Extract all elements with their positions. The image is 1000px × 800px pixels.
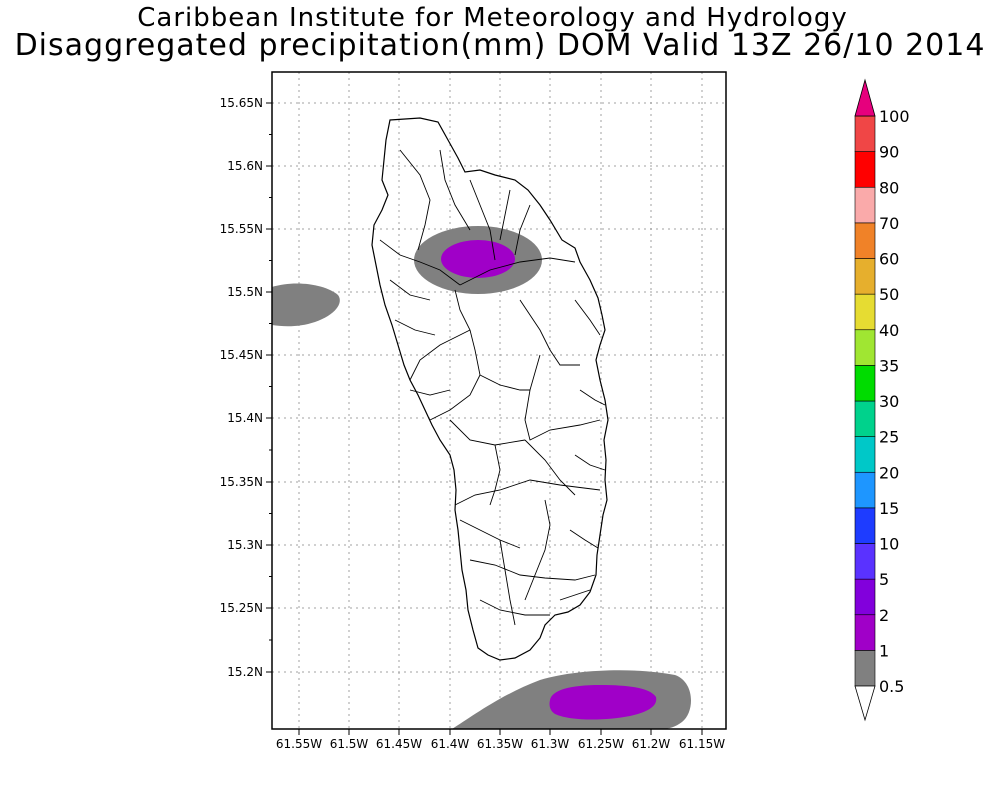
colorbar-segment	[854, 151, 876, 188]
colorbar-segment	[854, 578, 876, 616]
colorbar-segment	[854, 222, 876, 259]
lon-tick-label: 61.45W	[376, 737, 422, 751]
colorbar-label: 20	[879, 463, 899, 482]
gridlines	[272, 72, 726, 729]
colorbar-lower-arrow	[854, 685, 876, 722]
lat-tick-label: 15.6N	[227, 159, 263, 173]
colorbar-upper-arrow	[854, 78, 876, 117]
colorbar-label: 1	[879, 641, 889, 660]
lat-tick-label: 15.65N	[220, 96, 263, 110]
island-dominica	[371, 117, 609, 661]
colorbar-label: 100	[879, 107, 910, 126]
colorbar-segment	[854, 436, 876, 473]
colorbar-label: 60	[879, 250, 899, 269]
lat-tick-label: 15.3N	[227, 538, 263, 552]
colorbar-segment	[854, 507, 876, 544]
colorbar-segment	[854, 329, 876, 366]
lat-tick-label: 15.5N	[227, 285, 263, 299]
precip-area-south-offshore-core	[549, 685, 657, 720]
lon-tick-label: 61.35W	[477, 737, 523, 751]
latitude-axis: 15.65N 15.6N 15.55N 15.5N 15.45N 15.4N 15.35N 1…	[220, 96, 272, 679]
precip-area-west-offshore	[272, 283, 340, 327]
colorbar-label: 10	[879, 535, 899, 554]
map-subtitle: Disaggregated precipitation(mm) DOM Vali…	[14, 28, 986, 63]
colorbar-label: 70	[879, 214, 899, 233]
lon-tick-label: 61.5W	[330, 737, 369, 751]
map-area	[272, 72, 726, 729]
colorbar-label: 15	[879, 499, 899, 518]
colorbar-label: 2	[879, 606, 889, 625]
precip-area-north-central-core	[441, 240, 515, 278]
colorbar-segment	[854, 400, 876, 437]
colorbar-label: 40	[879, 321, 899, 340]
colorbar-label: 25	[879, 428, 899, 447]
colorbar-segment	[854, 365, 876, 402]
watershed-lines	[379, 149, 606, 626]
colorbar-label: 0.5	[879, 677, 904, 696]
lat-tick-label: 15.55N	[220, 222, 263, 236]
lat-tick-label: 15.2N	[227, 665, 263, 679]
colorbar-segment	[854, 471, 876, 509]
lon-tick-label: 61.4W	[431, 737, 470, 751]
map-border	[271, 71, 727, 730]
colorbar-segment	[854, 543, 876, 580]
colorbar-segment	[854, 650, 876, 687]
colorbar-segment	[854, 614, 876, 651]
lon-tick-label: 61.25W	[578, 737, 624, 751]
colorbar-label: 50	[879, 285, 899, 304]
colorbar-label: 5	[879, 570, 889, 589]
colorbar-label: 30	[879, 392, 899, 411]
lat-tick-label: 15.35N	[220, 475, 263, 489]
colorbar-segment	[854, 293, 876, 331]
lat-tick-label: 15.25N	[220, 601, 263, 615]
lat-tick-label: 15.45N	[220, 348, 263, 362]
lon-tick-label: 61.15W	[679, 737, 725, 751]
longitude-axis: 61.55W 61.5W 61.45W 61.4W 61.35W 61.3W 61.25W 6…	[276, 729, 725, 751]
colorbar-label: 35	[879, 356, 899, 375]
lon-tick-label: 61.2W	[632, 737, 671, 751]
colorbar-label: 90	[879, 143, 899, 162]
map-title: Caribbean Institute for Meteorology and …	[137, 3, 848, 33]
colorbar-segment	[854, 258, 876, 295]
colorbar-label: 80	[879, 178, 899, 197]
lon-tick-label: 61.3W	[531, 737, 570, 751]
colorbar-segment	[854, 115, 876, 152]
lon-tick-label: 61.55W	[276, 737, 322, 751]
colorbar-segment	[854, 186, 876, 224]
lat-tick-label: 15.4N	[227, 411, 263, 425]
island-coastline	[371, 117, 609, 661]
